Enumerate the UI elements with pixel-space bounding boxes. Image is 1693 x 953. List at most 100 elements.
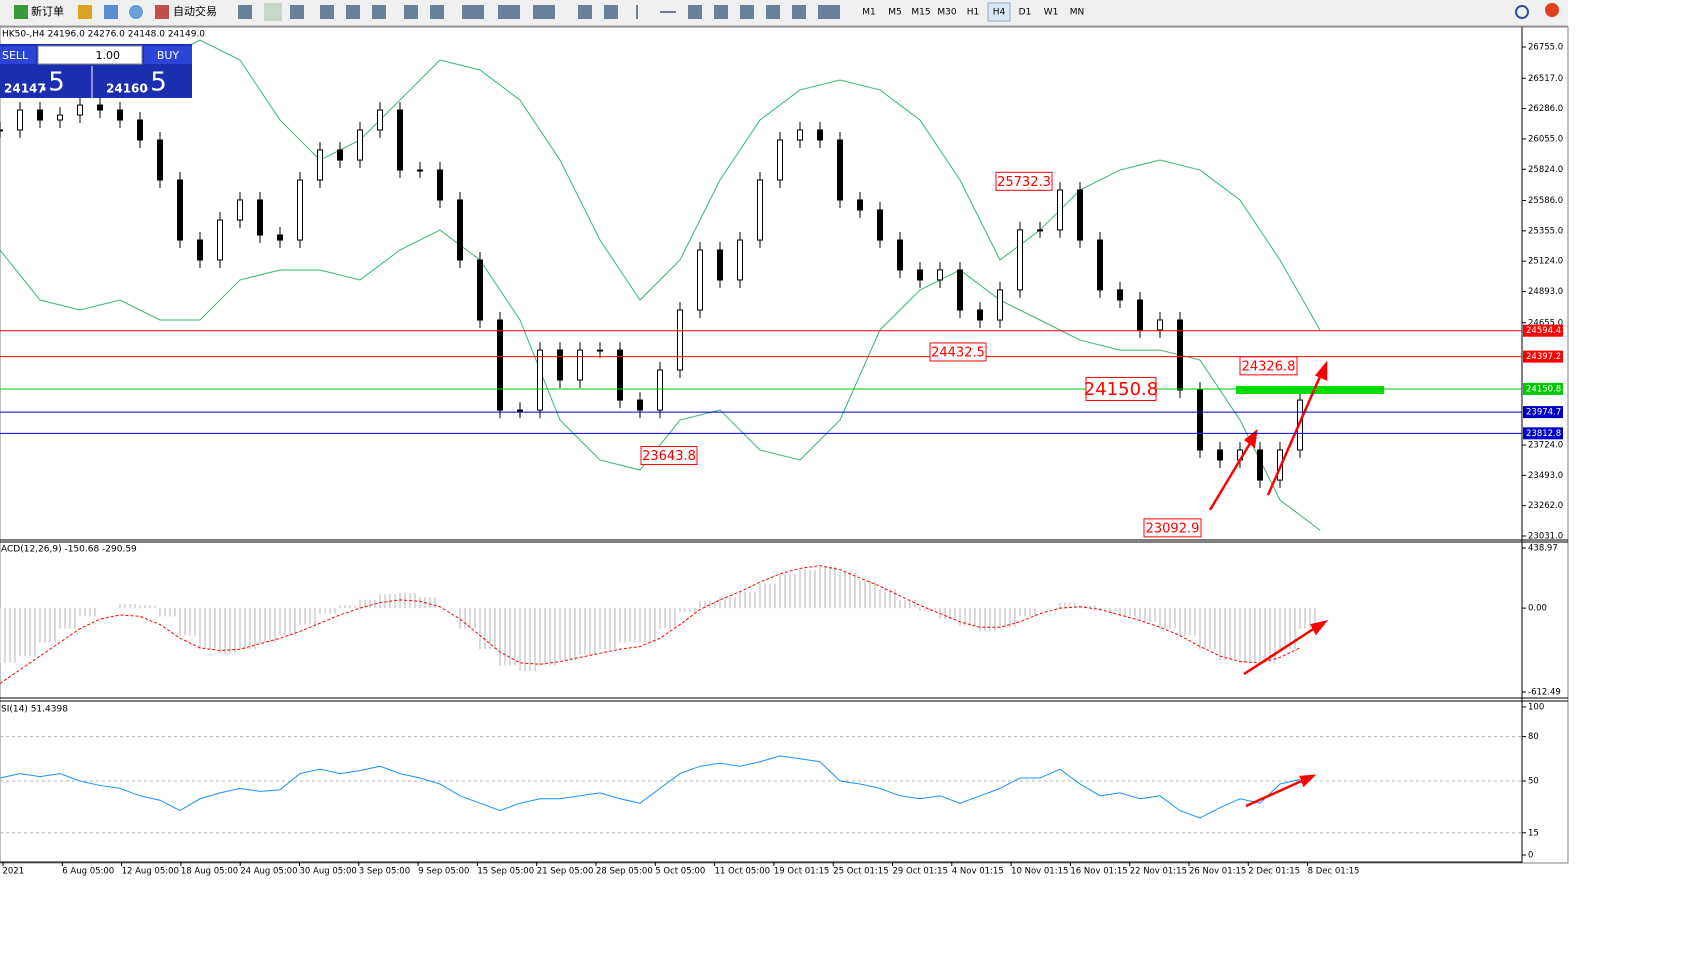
x-tick-label: 15 Sep 05:00 [477,867,534,877]
auto-trading-icon[interactable] [155,5,169,19]
price-level-label: 24150.8 [1526,384,1561,394]
timeframe[interactable]: M5 [888,8,902,18]
timeframe[interactable]: M15 [911,8,930,18]
tool-icon[interactable] [320,5,334,19]
ask-fraction[interactable]: .5 [142,68,167,98]
price-level-tag [1523,382,1563,395]
candle [837,139,843,201]
tool-icon[interactable] [740,5,754,19]
y-tick-label: 23724.0 [1528,441,1563,451]
toolbar-icon[interactable] [78,5,92,19]
ask-price[interactable]: 24160 [106,82,148,96]
bid-fraction[interactable]: .5 [40,68,65,98]
tool-icon[interactable] [346,5,360,19]
tool-icon[interactable] [792,5,806,19]
annotation-box [1143,518,1202,538]
y-tick-label: 26755.0 [1528,43,1563,53]
arrow [1243,624,1319,676]
tool-icon[interactable] [238,5,252,19]
x-tick-label: 5 Oct 05:00 [655,867,705,877]
bid-price[interactable]: 24147 [4,82,46,96]
x-tick-label: 19 Oct 01:15 [774,867,829,877]
candle [137,119,143,141]
volume-input[interactable] [37,45,143,65]
candle [777,139,783,181]
tool-icon[interactable] [766,5,780,19]
candle [857,199,863,211]
x-tick-label: 28 Sep 05:00 [596,867,653,877]
timeframe[interactable]: H4 [993,8,1006,18]
buy-label[interactable]: BUY [157,49,180,62]
x-tick-label: 9 Sep 05:00 [418,867,469,877]
candle [677,309,683,371]
tool-icon[interactable] [498,5,520,19]
tool-icon[interactable] [372,5,386,19]
candle [57,114,63,121]
toolbar-icon[interactable] [104,5,118,19]
search-icon[interactable] [1515,5,1529,19]
y-tick-label: 438.97 [1528,544,1558,554]
tool-icon[interactable] [636,5,638,19]
x-tick-label: 11 Oct 05:00 [715,867,770,877]
annotation: 24432.5 [931,345,985,360]
timeframe[interactable]: H1 [967,8,980,18]
candle [1177,319,1183,391]
arrow-head [1299,774,1317,788]
candle [1137,299,1143,331]
tool-icon[interactable] [660,11,676,13]
candle [97,104,103,111]
sell-button[interactable] [0,46,36,64]
tool-icon[interactable] [714,5,728,19]
tool-icon[interactable] [533,5,555,19]
arrow-head [1243,429,1258,449]
tool-icon[interactable] [578,5,592,19]
candle [417,169,423,172]
tool-icon[interactable] [604,5,618,19]
tool-icon[interactable] [404,5,418,19]
candle [237,199,243,221]
x-tick-label: 18 Aug 05:00 [181,867,238,877]
buy-button[interactable] [144,46,192,64]
timeframe[interactable]: MN [1070,8,1085,18]
y-tick-label: -612.49 [1528,688,1561,698]
candle [917,269,923,281]
candle [437,169,443,201]
sell-label[interactable]: SELL [2,49,29,62]
auto-trading[interactable]: 自动交易 [173,4,217,18]
timeframe[interactable]: D1 [1019,8,1032,18]
tool-icon[interactable] [264,3,282,21]
signal-line [0,565,1301,684]
timeframe[interactable]: M1 [862,8,876,18]
candle [697,249,703,311]
timeframe[interactable]: W1 [1044,8,1059,18]
y-tick-label: 24655.0 [1528,318,1563,328]
new-order-icon[interactable] [14,5,28,19]
candle [457,199,463,261]
tool-icon[interactable] [430,5,444,19]
new-order[interactable]: 新订单 [31,4,64,18]
y-tick-label: 26055.0 [1528,134,1563,144]
price-level-tag [1523,427,1563,440]
x-tick-label: 6 Aug 05:00 [62,867,114,877]
candle [37,109,43,121]
notification-badge[interactable] [1545,3,1559,17]
chart-title: HK50-,H4 24196.0 24276.0 24148.0 24149.0 [2,30,205,40]
candle [637,399,643,411]
toolbar-icon[interactable] [129,5,143,19]
tool-icon[interactable] [688,5,702,19]
rsi-title: SI(14) 51.4398 [1,705,68,715]
price-level-tag [1523,324,1563,337]
volume[interactable]: 1.00 [96,49,121,62]
tool-icon[interactable] [462,5,484,19]
candle [1217,449,1223,461]
y-tick-label: 25355.0 [1528,226,1563,236]
timeframe[interactable]: M30 [937,8,956,18]
x-tick-label: 25 Oct 01:15 [833,867,888,877]
tool-icon[interactable] [290,5,304,19]
candle [357,129,363,161]
tool-icon[interactable] [818,5,840,19]
lower-band [0,229,1321,531]
candle [1117,289,1123,301]
x-tick-label: 30 Aug 05:00 [300,867,357,877]
